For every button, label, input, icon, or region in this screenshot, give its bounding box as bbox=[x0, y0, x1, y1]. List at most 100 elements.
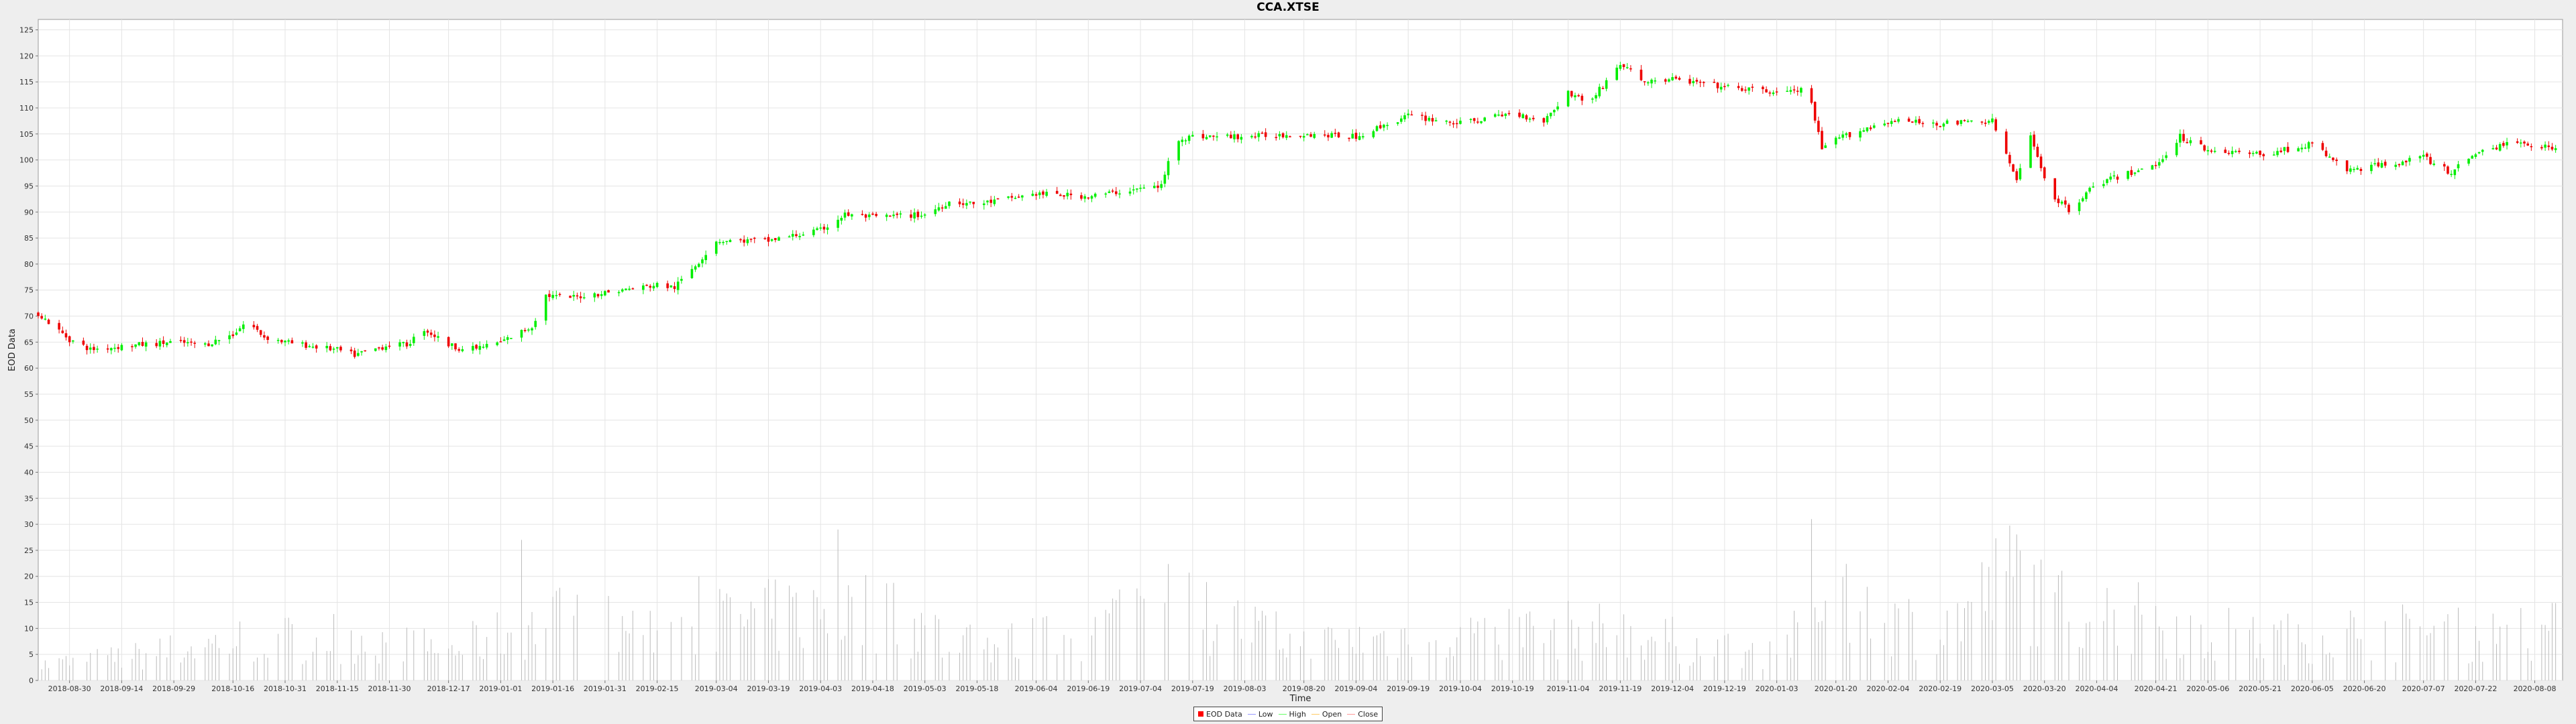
x-tick-label: 2019-07-04 bbox=[1119, 684, 1162, 693]
candle-body bbox=[1921, 123, 1925, 125]
candle-body bbox=[266, 337, 269, 341]
candle-body bbox=[1570, 90, 1573, 97]
candle-body bbox=[1762, 86, 1764, 90]
candle-body bbox=[1424, 115, 1427, 121]
candle-body bbox=[2554, 148, 2557, 150]
candle-body bbox=[1824, 145, 1827, 148]
candle-body bbox=[1010, 196, 1014, 198]
candle-body bbox=[179, 340, 182, 341]
candle-body bbox=[2206, 149, 2210, 152]
candle-body bbox=[2359, 169, 2363, 172]
candle-body bbox=[1093, 193, 1097, 197]
candle-body bbox=[1848, 132, 1851, 137]
candle-body bbox=[1007, 196, 1010, 198]
candle-body bbox=[1208, 135, 1212, 137]
candle-body bbox=[2213, 151, 2216, 152]
y-tick-label: 125 bbox=[19, 26, 34, 35]
legend-label: EOD Data bbox=[1206, 709, 1242, 719]
candle-body bbox=[1894, 121, 1896, 123]
x-tick-label: 2020-06-05 bbox=[2291, 684, 2334, 693]
candle-body bbox=[2356, 168, 2359, 170]
candle-body bbox=[534, 320, 537, 327]
x-tick-label: 2019-11-19 bbox=[1599, 684, 1642, 693]
candle-body bbox=[93, 347, 95, 351]
candle-body bbox=[965, 202, 968, 206]
x-tick-label: 2019-07-19 bbox=[1171, 684, 1214, 693]
candle-body bbox=[1128, 191, 1132, 194]
candle-body bbox=[1299, 135, 1302, 137]
candle-body bbox=[596, 294, 600, 297]
candle-body bbox=[2203, 145, 2206, 151]
candle-body bbox=[378, 347, 380, 349]
candle-body bbox=[2092, 186, 2095, 188]
candle-body bbox=[2297, 148, 2300, 152]
candle-body bbox=[1111, 190, 1114, 192]
candle-body bbox=[649, 286, 652, 288]
candle-body bbox=[1445, 120, 1448, 122]
candle-body bbox=[64, 333, 68, 338]
candle-body bbox=[1278, 133, 1281, 137]
candle-body bbox=[1497, 114, 1500, 116]
candle-body bbox=[885, 215, 888, 217]
candle-body bbox=[2429, 157, 2432, 164]
y-tick-label: 60 bbox=[24, 364, 34, 373]
candle-body bbox=[1727, 84, 1729, 86]
plot-area bbox=[38, 19, 2563, 681]
candle-body bbox=[2039, 156, 2043, 168]
candle-body bbox=[544, 294, 547, 321]
candle-body bbox=[2182, 133, 2185, 141]
candle-body bbox=[357, 353, 360, 356]
candle-body bbox=[1692, 80, 1695, 84]
candle-body bbox=[162, 340, 165, 344]
candle-body bbox=[1455, 123, 1458, 125]
candle-body bbox=[1302, 135, 1305, 138]
candle-body bbox=[1963, 120, 1966, 121]
candle-body bbox=[339, 347, 342, 351]
candle-body bbox=[1250, 135, 1253, 137]
candle-body bbox=[934, 209, 937, 215]
candle-body bbox=[96, 349, 99, 350]
candle-body bbox=[1459, 121, 1462, 124]
candle-body bbox=[256, 326, 259, 330]
candle-body bbox=[2544, 144, 2546, 148]
candle-body bbox=[496, 342, 498, 345]
y-tick-label: 30 bbox=[24, 520, 34, 529]
candle-body bbox=[1668, 79, 1670, 82]
candle-body bbox=[2251, 153, 2255, 154]
candle-body bbox=[1615, 67, 1618, 80]
candle-body bbox=[325, 345, 329, 349]
candle-body bbox=[454, 343, 457, 350]
y-axis-label: EOD Data bbox=[7, 328, 17, 371]
candle-body bbox=[1063, 195, 1065, 197]
y-tick-label: 120 bbox=[19, 52, 34, 60]
candle-body bbox=[1740, 88, 1743, 91]
x-tick-label: 2018-09-14 bbox=[100, 684, 143, 693]
candle-body bbox=[301, 342, 304, 344]
candle-body bbox=[2506, 141, 2508, 145]
candle-body bbox=[1674, 76, 1678, 79]
candle-body bbox=[2112, 175, 2116, 177]
candle-body bbox=[2157, 162, 2161, 166]
x-axis: 2018-08-30 2018-09-14 2018-09-29 2018-10-16… bbox=[48, 680, 2557, 693]
candle-body bbox=[1448, 121, 1452, 123]
candle-body bbox=[1841, 134, 1844, 138]
candle-body bbox=[2224, 149, 2227, 154]
candle-body bbox=[1428, 117, 1431, 121]
candle-body bbox=[2008, 155, 2011, 164]
candle-body bbox=[2495, 147, 2498, 149]
candle-body bbox=[144, 342, 148, 347]
candle-body bbox=[558, 294, 561, 296]
candle-body bbox=[1966, 121, 1970, 122]
candle-body bbox=[1765, 89, 1768, 93]
candle-body bbox=[2408, 158, 2411, 162]
candle-body bbox=[499, 341, 502, 343]
candle-body bbox=[2012, 164, 2015, 172]
candle-body bbox=[729, 240, 732, 243]
candle-body bbox=[1477, 121, 1479, 123]
candle-body bbox=[847, 212, 850, 216]
candle-body bbox=[2130, 170, 2133, 176]
candle-body bbox=[593, 293, 596, 298]
candle-body bbox=[669, 285, 673, 288]
x-tick-label: 2018-11-30 bbox=[368, 684, 411, 693]
candle-body bbox=[802, 234, 805, 236]
